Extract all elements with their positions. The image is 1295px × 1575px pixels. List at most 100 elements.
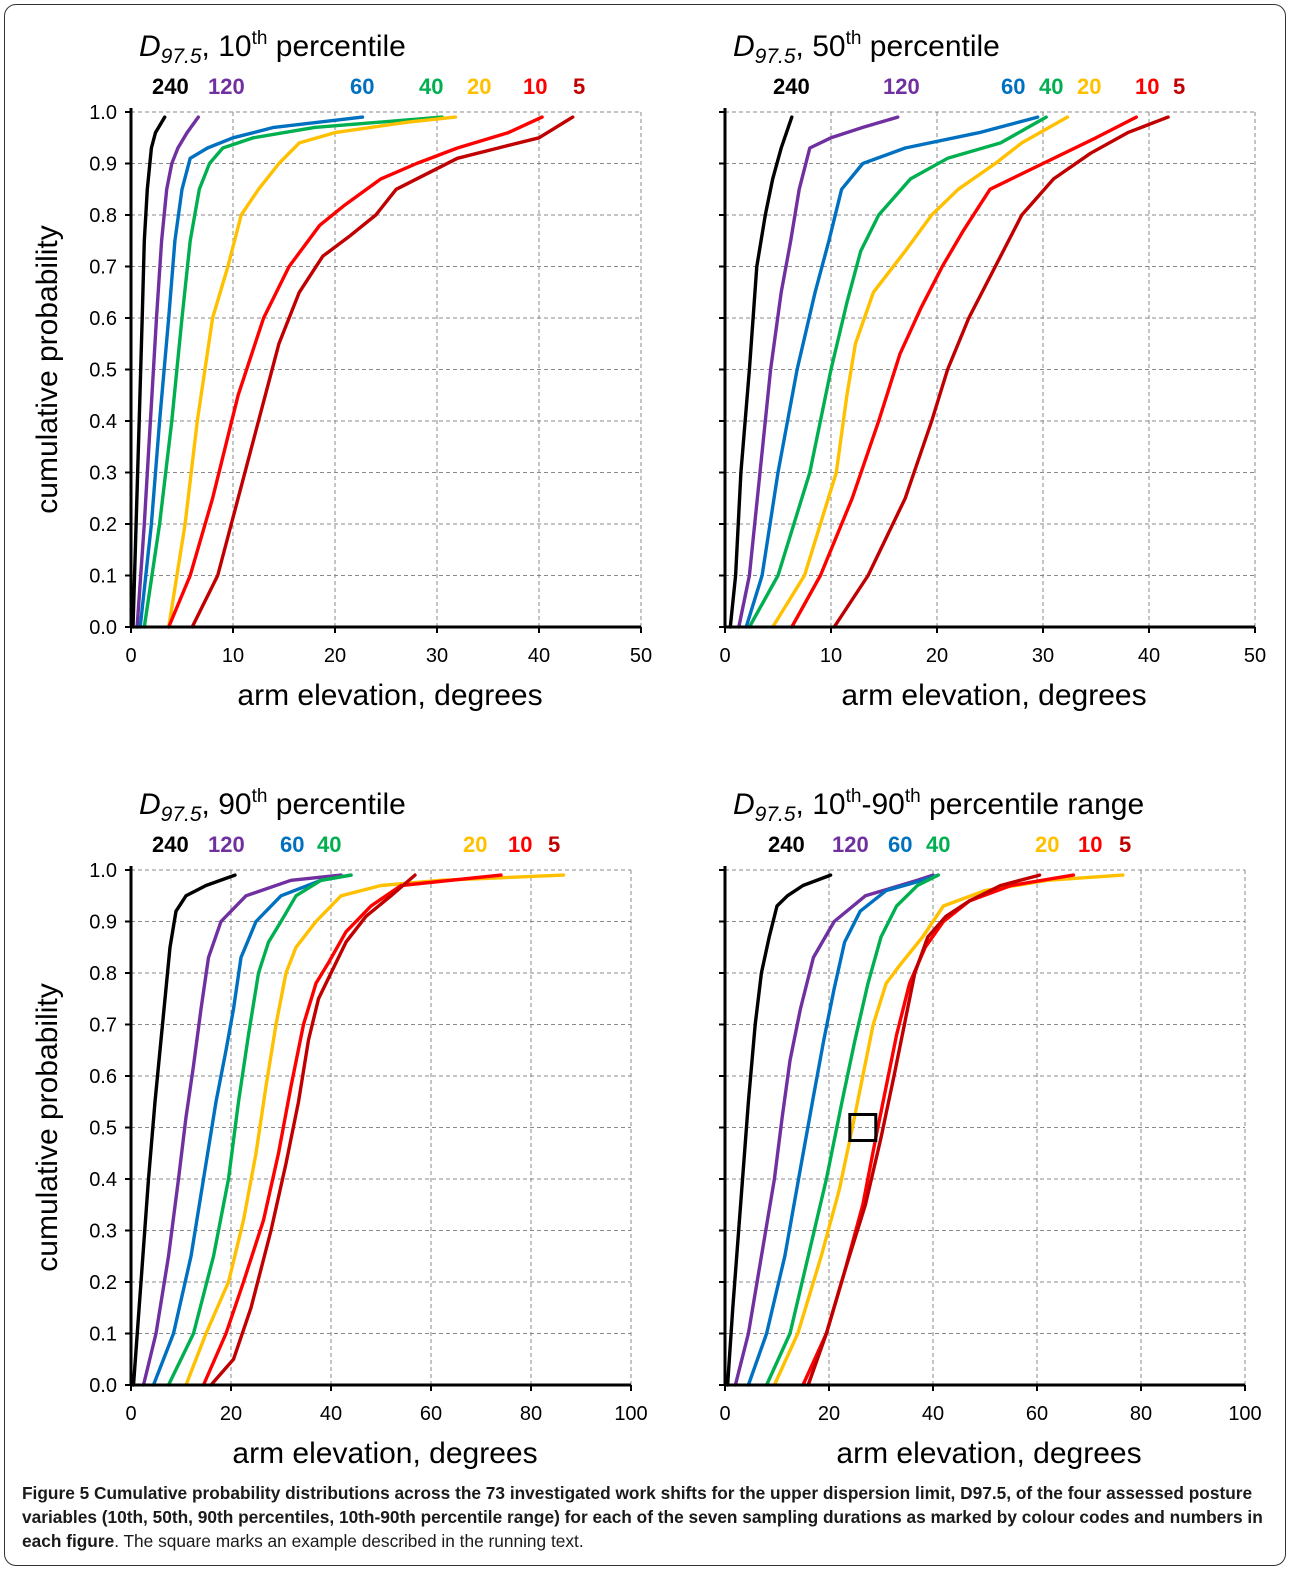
y-axis-label: cumulative probability (31, 983, 64, 1271)
legend-label-120: 120 (832, 832, 869, 857)
x-tick-label: 80 (520, 1403, 542, 1425)
legend-label-5: 5 (1119, 832, 1131, 857)
series-line-60 (151, 873, 353, 1387)
chart-panel-3: D97.5, 90th percentile 0.0 0.1 0.2 0.3 0.4 0.5… (31, 786, 648, 1470)
chart-panel-2: D97.5, 50th percentile 0 10 20 30 40 50 arm ele… (719, 28, 1266, 712)
x-tick-label: 0 (719, 1403, 730, 1425)
y-tick-label: 0.5 (89, 1118, 117, 1140)
legend-label-240: 240 (768, 832, 805, 857)
x-tick-label: 0 (125, 645, 136, 667)
series-line-120 (737, 115, 900, 629)
y-tick-label: 0.8 (89, 205, 117, 227)
legend-label-240: 240 (152, 832, 189, 857)
legend-label-20: 20 (1035, 832, 1059, 857)
y-tick-label: 0.0 (89, 617, 117, 639)
y-tick-label: 0.5 (89, 360, 117, 382)
legend-label-10: 10 (1135, 74, 1159, 99)
caption-regular-text: . The square marks an example described … (114, 1531, 584, 1551)
series-line-20 (772, 873, 1125, 1387)
x-axis-label: arm elevation, degrees (232, 1437, 537, 1470)
series-line-5 (190, 115, 575, 629)
legend-label-20: 20 (463, 832, 487, 857)
series-line-120 (733, 873, 935, 1387)
x-tick-label: 10 (820, 645, 842, 667)
legend-label-5: 5 (1173, 74, 1185, 99)
chart-title: D97.5, 10th-90th percentile range (733, 786, 1144, 826)
legend-label-120: 120 (208, 832, 245, 857)
legend-label-40: 40 (1039, 74, 1063, 99)
x-tick-label: 20 (220, 1403, 242, 1425)
legend-label-240: 240 (152, 74, 189, 99)
series-line-60 (746, 873, 940, 1387)
x-tick-label: 100 (1228, 1403, 1261, 1425)
x-tick-label: 20 (818, 1403, 840, 1425)
x-tick-label: 0 (719, 645, 730, 667)
x-tick-label: 60 (420, 1403, 442, 1425)
legend-label-40: 40 (926, 832, 950, 857)
series-line-240 (131, 873, 237, 1387)
legend-label-5: 5 (573, 74, 585, 99)
series-line-5 (806, 873, 1042, 1387)
legend-label-10: 10 (508, 832, 532, 857)
y-tick-label: 1.0 (89, 102, 117, 124)
series-line-240 (725, 873, 833, 1387)
legend-label-40: 40 (317, 832, 341, 857)
x-tick-label: 0 (125, 1403, 136, 1425)
y-tick-label: 1.0 (89, 860, 117, 882)
x-tick-label: 30 (1032, 645, 1054, 667)
legend-label-10: 10 (523, 74, 547, 99)
figure-canvas: D97.5, 10th percentile 0.0 0.1 0.2 0.3 0.4 0.5… (31, 28, 1266, 1470)
x-tick-label: 100 (614, 1403, 647, 1425)
x-axis-label: arm elevation, degrees (237, 679, 542, 712)
x-tick-label: 40 (922, 1403, 944, 1425)
series-line-60 (744, 115, 1040, 629)
chart-title: D97.5, 50th percentile (733, 28, 1000, 68)
y-tick-label: 0.9 (89, 912, 117, 934)
chart-panel-1: D97.5, 10th percentile 0.0 0.1 0.2 0.3 0.4 0.5… (31, 28, 652, 712)
series-line-40 (747, 115, 1048, 629)
series-line-10 (166, 115, 544, 629)
legend-label-60: 60 (888, 832, 912, 857)
y-tick-label: 0.2 (89, 514, 117, 536)
x-tick-label: 40 (320, 1403, 342, 1425)
caption-bold-text: Cumulative probability distributions acr… (22, 1483, 1263, 1551)
series-line-40 (764, 873, 940, 1387)
x-tick-label: 10 (222, 645, 244, 667)
x-tick-label: 80 (1130, 1403, 1152, 1425)
legend-label-60: 60 (1001, 74, 1025, 99)
legend-label-60: 60 (280, 832, 304, 857)
series-line-40 (166, 873, 353, 1387)
figure-caption: Figure 5 Cumulative probability distribu… (22, 1481, 1277, 1553)
legend-label-40: 40 (419, 74, 443, 99)
y-tick-label: 0.2 (89, 1272, 117, 1294)
series-line-120 (141, 873, 343, 1387)
x-tick-label: 20 (926, 645, 948, 667)
chart-panel-4: D97.5, 10th-90th percentile range 0 20 40 60… (719, 786, 1262, 1470)
caption-label: Figure 5 (22, 1483, 90, 1503)
legend-label-5: 5 (548, 832, 560, 857)
chart-title: D97.5, 90th percentile (139, 786, 406, 826)
y-tick-label: 0.7 (89, 257, 117, 279)
x-tick-label: 50 (630, 645, 652, 667)
x-tick-label: 60 (1026, 1403, 1048, 1425)
y-tick-label: 0.6 (89, 308, 117, 330)
y-tick-label: 0.1 (89, 566, 117, 588)
series-line-20 (184, 873, 566, 1387)
x-axis-label: arm elevation, degrees (836, 1437, 1141, 1470)
series-line-5 (832, 115, 1170, 629)
series-line-5 (209, 873, 417, 1387)
legend-label-120: 120 (883, 74, 920, 99)
x-tick-label: 50 (1244, 645, 1266, 667)
series-line-120 (135, 115, 201, 629)
series-line-240 (728, 115, 794, 629)
y-tick-label: 0.4 (89, 411, 117, 433)
legend-label-10: 10 (1078, 832, 1102, 857)
legend-label-20: 20 (1077, 74, 1101, 99)
y-tick-label: 0.4 (89, 1169, 117, 1191)
series-line-10 (201, 873, 503, 1387)
series-line-240 (131, 115, 167, 629)
x-axis-label: arm elevation, degrees (841, 679, 1146, 712)
y-tick-label: 0.7 (89, 1015, 117, 1037)
figure-frame: D97.5, 10th percentile 0.0 0.1 0.2 0.3 0.4 0.5… (4, 4, 1286, 1566)
series-line-20 (771, 115, 1070, 629)
